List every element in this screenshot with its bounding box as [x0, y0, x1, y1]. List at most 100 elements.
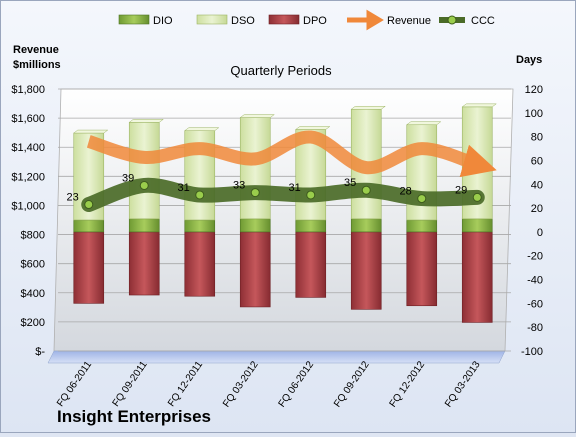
right-axis-ticks: 120 100 80 60 40 20 0 -20 -40 -60 -80 -100 — [521, 84, 543, 358]
x-axis-label: FQ 12-2012 — [388, 359, 428, 409]
dso-bar-top — [406, 121, 442, 125]
dso-bar-top — [128, 119, 164, 123]
ccc-data-label: 31 — [178, 182, 190, 194]
dio-bar — [406, 219, 438, 233]
ccc-data-label: 35 — [344, 177, 356, 189]
ccc-point — [417, 194, 427, 204]
right-tick-label: 100 — [525, 108, 543, 120]
legend-swatch-dso — [196, 14, 228, 25]
legend-label-revenue: Revenue — [387, 15, 431, 27]
left-tick-label: $- — [35, 346, 45, 358]
legend-label-dpo: DPO — [303, 15, 327, 27]
legend-label-dso: DSO — [231, 15, 255, 27]
x-axis-label: FQ 06-2011 — [55, 359, 94, 409]
dpo-bar — [73, 231, 105, 304]
dso-bar-top — [73, 129, 109, 134]
left-tick-label: $600 — [21, 259, 45, 271]
legend-swatch-dpo — [268, 14, 300, 25]
dio-bar — [239, 218, 271, 233]
ccc-point — [306, 190, 316, 200]
left-axis-ticks: $1,800 $1,600 $1,400 $1,200 $1,000 $800 $600 $4… — [11, 84, 45, 358]
ccc-line-layer: 23 39 31 33 31 35 28 29 — [67, 172, 485, 213]
dpo-bar — [184, 231, 216, 297]
dio-bar — [461, 218, 493, 233]
x-axis-label: FQ 09-2012 — [332, 359, 372, 409]
plot-area — [47, 88, 514, 364]
dso-bar — [239, 117, 271, 220]
dso-bar-top — [184, 127, 220, 131]
dio-bar — [184, 219, 216, 233]
ccc-point — [195, 190, 205, 200]
left-tick-label: $800 — [21, 230, 45, 242]
ccc-data-label: 31 — [289, 182, 301, 194]
ccc-point — [361, 185, 371, 195]
legend-label-ccc: CCC — [471, 15, 495, 27]
legend-swatch-dio — [118, 14, 150, 25]
left-tick-label: $200 — [21, 317, 45, 329]
x-axis-label: FQ 03-2013 — [443, 359, 483, 409]
ccc-point — [84, 200, 94, 210]
legend: DIO DSO DPO Revenue CCC — [118, 9, 495, 31]
dso-bar-top — [239, 114, 275, 118]
left-tick-label: $1,800 — [11, 84, 45, 96]
dso-bar-top — [295, 126, 331, 130]
dpo-bar — [406, 231, 438, 307]
x-axis-label: FQ 03-2012 — [221, 359, 261, 409]
dso-bar — [128, 122, 160, 220]
revenue-line-layer — [86, 130, 497, 178]
right-tick-label: 20 — [531, 203, 543, 215]
legend-swatch-revenue — [347, 9, 384, 31]
right-tick-label: 0 — [537, 227, 543, 239]
left-tick-label: $1,600 — [11, 113, 45, 125]
x-axis-label: FQ 09-2011 — [111, 359, 150, 409]
left-tick-label: $1,200 — [11, 171, 45, 183]
x-axis-label: FQ 12-2011 — [166, 359, 205, 409]
dpo-bar — [128, 231, 160, 296]
plot-back-wall — [53, 88, 514, 352]
dpo-bar — [239, 231, 271, 308]
right-tick-label: 80 — [531, 132, 543, 144]
right-tick-label: -80 — [527, 322, 543, 334]
bars — [73, 103, 497, 323]
right-tick-label: 40 — [531, 179, 543, 191]
ccc-data-label: 33 — [233, 180, 245, 192]
left-axis-label-line1: Revenue — [13, 44, 59, 56]
company-name: Insight Enterprises — [57, 407, 211, 426]
right-axis-label: Days — [516, 54, 542, 66]
right-tick-label: 120 — [525, 84, 543, 96]
left-tick-label: $1,000 — [11, 200, 45, 212]
right-tick-label: 60 — [531, 155, 543, 167]
revenue-line — [86, 130, 497, 178]
plot-floor — [47, 350, 506, 364]
left-tick-label: $400 — [21, 288, 45, 300]
dio-bar — [128, 218, 160, 233]
x-axis-labels: FQ 06-2011 FQ 09-2011 FQ 12-2011 FQ 03-2012… — [55, 359, 483, 409]
dpo-bar — [295, 231, 327, 298]
dso-bar-top — [350, 105, 386, 110]
dso-bar-top — [461, 103, 497, 108]
right-tick-label: -20 — [527, 251, 543, 263]
ccc-point — [250, 188, 260, 198]
ccc-data-label: 28 — [400, 186, 412, 198]
left-axis-label-line2: $millions — [13, 59, 61, 71]
legend-label-dio: DIO — [153, 15, 173, 27]
right-tick-label: -60 — [527, 298, 543, 310]
right-tick-label: -40 — [527, 275, 543, 287]
left-tick-label: $1,400 — [11, 142, 45, 154]
legend-swatch-ccc-dot — [447, 15, 457, 25]
ccc-line — [81, 177, 485, 213]
ccc-point — [472, 192, 482, 202]
dpo-bar — [461, 231, 493, 323]
dio-bar — [350, 218, 382, 233]
ccc-point — [139, 180, 149, 190]
x-axis-label: FQ 06-2012 — [277, 359, 317, 409]
dio-bar — [73, 219, 105, 233]
dio-bar — [295, 219, 327, 233]
ccc-data-label: 23 — [67, 192, 79, 204]
ccc-data-label: 39 — [122, 172, 134, 184]
right-tick-label: -100 — [521, 346, 543, 358]
dpo-bar — [350, 231, 382, 310]
ccc-data-label: 29 — [455, 184, 467, 196]
